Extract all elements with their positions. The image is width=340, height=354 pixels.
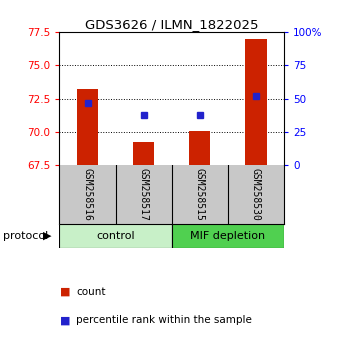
Text: protocol: protocol (3, 231, 49, 241)
Text: ■: ■ (59, 287, 70, 297)
Text: GSM258515: GSM258515 (195, 168, 205, 221)
Text: ▶: ▶ (42, 231, 51, 241)
Text: percentile rank within the sample: percentile rank within the sample (76, 315, 252, 325)
Text: GSM258516: GSM258516 (83, 168, 92, 221)
Title: GDS3626 / ILMN_1822025: GDS3626 / ILMN_1822025 (85, 18, 258, 31)
Bar (189, 131, 210, 165)
Text: count: count (76, 287, 106, 297)
Bar (245, 39, 267, 165)
Text: ■: ■ (59, 315, 70, 325)
Bar (77, 89, 98, 165)
Text: GSM258517: GSM258517 (139, 168, 149, 221)
Text: MIF depletion: MIF depletion (190, 231, 265, 241)
Bar (133, 143, 154, 165)
Text: GSM258530: GSM258530 (251, 168, 261, 221)
Bar (59, 224, 172, 248)
Text: control: control (96, 231, 135, 241)
Bar (172, 224, 284, 248)
